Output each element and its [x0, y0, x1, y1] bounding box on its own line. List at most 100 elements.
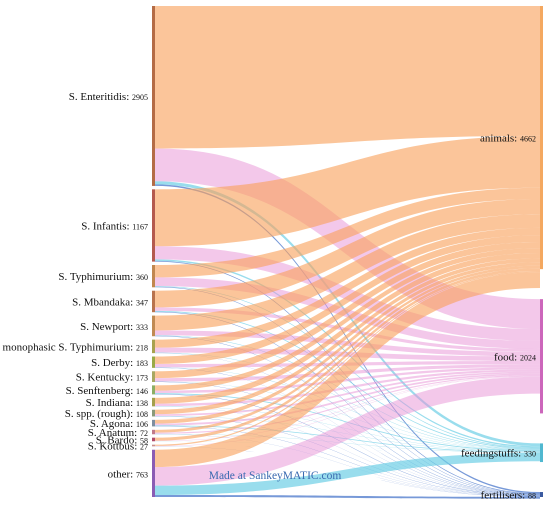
label-name: feedingstuffs:: [461, 448, 524, 460]
flow-s-kottbus-to-animals[interactable]: [155, 271, 540, 446]
node-animals[interactable]: [540, 6, 543, 270]
node-s-kottbus[interactable]: [152, 444, 155, 447]
node-other[interactable]: [152, 449, 155, 497]
credit-link[interactable]: Made at SankeyMATIC.com: [208, 470, 342, 482]
label-value: 106: [136, 420, 148, 429]
node-monophasic-s-typhimurium[interactable]: [152, 339, 155, 354]
flow-s-derby-to-animals[interactable]: [155, 235, 540, 364]
flow-s-newport-to-fertilisers[interactable]: [155, 335, 540, 496]
label-value: 146: [136, 387, 148, 396]
label-value: 330: [524, 450, 536, 459]
flow-s-spp-rough-to-food[interactable]: [155, 371, 540, 416]
flow-s-kentucky-to-feedingstuffs[interactable]: [155, 381, 540, 451]
label-name: S. Enteritidis:: [69, 91, 132, 103]
flow-s-enteritidis-to-animals[interactable]: [155, 6, 540, 149]
flow-s-bardo-to-fertilisers[interactable]: [155, 441, 540, 497]
label-value: 333: [136, 323, 148, 332]
label-value: 763: [136, 470, 148, 479]
flow-s-anatum-to-food[interactable]: [155, 374, 540, 434]
label-name: S. Mbandaka:: [72, 296, 136, 308]
node-s-derby[interactable]: [152, 356, 155, 368]
label-value: 360: [136, 273, 148, 282]
flow-s-agona-to-fertilisers[interactable]: [155, 426, 540, 497]
flow-s-typhimurium-to-animals[interactable]: [155, 187, 540, 278]
label-value: 2905: [132, 93, 148, 102]
node-s-typhimurium[interactable]: [152, 265, 155, 288]
node-s-agona[interactable]: [152, 419, 155, 427]
node-s-spp-rough[interactable]: [152, 409, 155, 417]
flow-s-infantis-to-animals[interactable]: [155, 135, 540, 247]
flow-s-senftenberg-to-fertilisers[interactable]: [155, 394, 540, 497]
flow-s-bardo-to-food[interactable]: [155, 376, 540, 442]
flow-s-anatum-to-animals[interactable]: [155, 265, 540, 433]
node-s-newport[interactable]: [152, 315, 155, 337]
flow-s-senftenberg-to-food[interactable]: [155, 367, 540, 394]
label-s-bardo: S. Bardo: 58: [96, 434, 148, 446]
label-s-indiana: S. Indiana: 138: [86, 397, 148, 409]
node-s-mbandaka[interactable]: [152, 290, 155, 313]
label-s-agona: S. Agona: 106: [90, 418, 148, 430]
flow-s-newport-to-feedingstuffs[interactable]: [155, 335, 540, 450]
label-value: 88: [528, 492, 536, 501]
flow-s-kentucky-to-animals[interactable]: [155, 241, 540, 379]
flow-s-senftenberg-to-animals[interactable]: [155, 248, 540, 391]
label-name: S. Derby:: [91, 357, 136, 369]
flow-s-bardo-to-animals[interactable]: [155, 268, 540, 441]
flow-s-bardo-to-feedingstuffs[interactable]: [155, 441, 540, 453]
label-s-spp-rough: S. spp. (rough): 108: [65, 408, 148, 420]
label-name: S. Newport:: [80, 321, 136, 333]
flow-s-newport-to-animals[interactable]: [155, 214, 540, 331]
node-s-indiana[interactable]: [152, 397, 155, 407]
flow-s-typhimurium-to-fertilisers[interactable]: [155, 286, 540, 495]
label-value: 173: [136, 374, 148, 383]
label-s-anatum: S. Anatum: 72: [88, 427, 148, 439]
label-name: S. Kottbus:: [88, 441, 140, 453]
label-animals: animals: 4662: [480, 133, 536, 145]
flow-s-kottbus-to-food[interactable]: [155, 376, 540, 447]
flow-s-indiana-to-fertilisers[interactable]: [155, 406, 540, 497]
flow-s-spp-rough-to-fertilisers[interactable]: [155, 416, 540, 497]
flow-other-to-animals[interactable]: [155, 272, 540, 468]
node-feedingstuffs[interactable]: [540, 443, 543, 463]
flow-s-indiana-to-animals[interactable]: [155, 252, 540, 404]
flow-s-spp-rough-to-animals[interactable]: [155, 258, 540, 415]
flow-s-mbandaka-to-fertilisers[interactable]: [155, 311, 540, 495]
node-s-kentucky[interactable]: [152, 371, 155, 382]
node-s-infantis[interactable]: [152, 189, 155, 262]
node-s-enteritidis[interactable]: [152, 6, 155, 186]
label-value: 4662: [520, 135, 536, 144]
label-s-newport: S. Newport: 333: [80, 321, 148, 333]
flow-s-mbandaka-to-animals[interactable]: [155, 199, 540, 308]
label-value: 347: [136, 298, 148, 307]
label-s-typhimurium: S. Typhimurium: 360: [58, 271, 148, 283]
node-s-senftenberg[interactable]: [152, 385, 155, 395]
label-s-infantis: S. Infantis: 1167: [81, 220, 148, 232]
label-value: 2024: [520, 353, 536, 362]
flow-other-to-fertilisers[interactable]: [155, 494, 540, 499]
label-name: other:: [108, 468, 136, 480]
label-other: other: 763: [108, 468, 148, 480]
flow-s-agona-to-animals[interactable]: [155, 262, 540, 424]
flow-s-kottbus-to-feedingstuffs[interactable]: [155, 446, 540, 453]
flow-s-anatum-to-fertilisers[interactable]: [155, 434, 540, 497]
flow-monophasic-s-typhimurium-to-feedingstuffs[interactable]: [155, 352, 540, 450]
label-value: 1167: [132, 222, 148, 231]
label-value: 27: [140, 443, 148, 452]
label-s-mbandaka: S. Mbandaka: 347: [72, 296, 148, 308]
flow-s-enteritidis-to-fertilisers[interactable]: [155, 184, 540, 494]
flow-other-to-food[interactable]: [155, 376, 540, 486]
flow-s-anatum-to-feedingstuffs[interactable]: [155, 433, 540, 453]
node-s-bardo[interactable]: [152, 437, 155, 442]
label-name: S. Kentucky:: [76, 372, 136, 384]
flow-s-infantis-to-food[interactable]: [155, 246, 540, 341]
node-s-anatum[interactable]: [152, 429, 155, 435]
label-name: S. Senftenberg:: [66, 385, 136, 397]
flow-links: [155, 6, 540, 499]
node-food[interactable]: [540, 299, 543, 414]
flow-s-agona-to-food[interactable]: [155, 373, 540, 426]
flow-monophasic-s-typhimurium-to-animals[interactable]: [155, 227, 540, 348]
flow-s-indiana-to-food[interactable]: [155, 369, 540, 407]
node-fertilisers[interactable]: [540, 492, 543, 497]
flow-other-to-feedingstuffs[interactable]: [155, 452, 540, 495]
